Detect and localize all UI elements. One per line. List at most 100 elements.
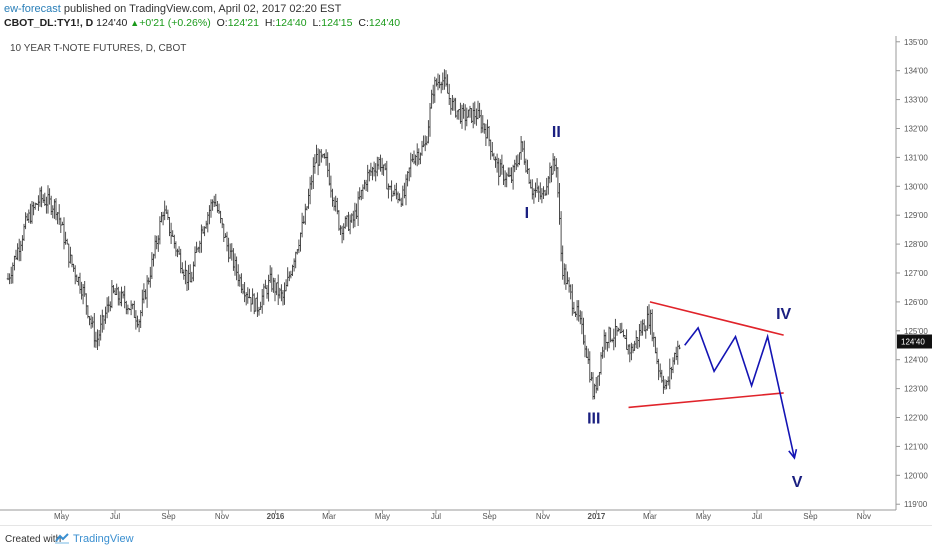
x-tick-label: May — [696, 512, 711, 521]
price-bar — [401, 185, 405, 206]
chart-title: 10 YEAR T-NOTE FUTURES, D, CBOT — [10, 43, 187, 54]
x-tick-label: May — [375, 512, 390, 521]
last-price-label: 124'40 — [901, 337, 925, 346]
price-bar — [254, 297, 258, 312]
price-bar — [169, 222, 173, 244]
price-bar — [152, 253, 155, 267]
price-bar — [29, 203, 32, 224]
price-bar — [415, 143, 419, 167]
price-bar — [631, 343, 635, 354]
price-bar — [49, 195, 53, 215]
price-bar — [283, 282, 286, 305]
price-bar — [363, 179, 366, 190]
triangle-lower-trendline[interactable] — [628, 392, 784, 409]
y-tick-label: 120'00 — [904, 471, 928, 480]
price-bar — [257, 306, 261, 316]
price-bar — [96, 329, 99, 350]
price-bar — [117, 286, 120, 306]
price-bar — [278, 287, 282, 299]
price-bar — [273, 278, 277, 302]
price-bar — [662, 375, 665, 394]
triangle-upper-trendline[interactable] — [649, 301, 784, 336]
price-bar — [668, 358, 672, 390]
price-bar — [435, 78, 438, 87]
price-bar — [224, 233, 227, 238]
price-bar — [380, 157, 384, 175]
footer: Created with TradingView — [0, 525, 932, 551]
price-bar — [259, 301, 262, 310]
price-bar — [571, 284, 574, 316]
price-bar — [332, 197, 336, 211]
tradingview-brand[interactable]: TradingView — [73, 533, 134, 545]
price-bar — [436, 73, 440, 91]
price-bar — [126, 304, 130, 315]
price-bar — [446, 74, 449, 94]
price-bar — [449, 97, 453, 115]
price-bar — [670, 366, 673, 380]
price-bar — [19, 240, 23, 262]
price-bar — [220, 218, 224, 229]
price-bar — [399, 197, 403, 207]
price-bar — [376, 156, 379, 177]
price-bar — [468, 105, 472, 118]
price-bar — [515, 155, 518, 170]
x-tick-label: Jul — [752, 512, 762, 521]
publish-info: ew-forecast published on TradingView.com… — [4, 3, 341, 15]
price-bar — [579, 310, 582, 325]
price-bar — [8, 273, 11, 285]
x-tick-label: Sep — [482, 512, 497, 521]
price-bar — [585, 345, 588, 358]
price-bar — [328, 162, 331, 186]
price-bar — [155, 235, 158, 250]
price-bar — [602, 329, 606, 358]
forecast-path[interactable] — [684, 326, 796, 459]
price-bar — [176, 248, 179, 258]
price-bar — [225, 231, 229, 252]
price-bar — [230, 243, 234, 261]
price-bar — [265, 285, 269, 299]
wave-label: III — [587, 410, 600, 427]
y-tick-label: 127'00 — [904, 269, 928, 278]
price-bar — [260, 289, 264, 314]
price-bar — [427, 120, 430, 144]
x-tick-label: Jul — [110, 512, 120, 521]
price-bar — [241, 284, 245, 295]
price-bar — [396, 191, 400, 204]
price-bar — [607, 326, 611, 349]
price-bar — [431, 84, 435, 104]
price-bar — [553, 156, 556, 172]
price-bar — [484, 123, 488, 146]
price-bar — [618, 323, 622, 334]
price-bar — [588, 351, 592, 383]
wave-label: I — [525, 205, 529, 222]
price-bar — [212, 195, 216, 207]
price-bar — [142, 283, 146, 304]
author-link[interactable]: ew-forecast — [4, 3, 61, 15]
price-bar — [654, 336, 657, 354]
price-bar — [535, 178, 539, 193]
price-bar — [204, 220, 208, 229]
price-bar — [308, 176, 312, 205]
price-bar — [559, 211, 563, 262]
price-bar — [24, 212, 27, 230]
price-bar — [65, 238, 69, 245]
wave-label: II — [552, 124, 561, 141]
price-bar — [674, 346, 678, 361]
price-bar — [149, 266, 152, 288]
price-bar — [153, 235, 157, 259]
price-bar — [240, 273, 243, 294]
price-bar — [173, 234, 176, 249]
price-bar — [551, 153, 555, 175]
price-bar — [537, 185, 540, 202]
price-bar — [455, 110, 459, 120]
price-bar — [542, 186, 545, 199]
price-bar — [137, 319, 141, 333]
price-bar — [219, 210, 222, 224]
price-bar — [379, 154, 382, 172]
price-bar — [527, 168, 531, 184]
price-bar — [407, 167, 411, 182]
price-bar — [439, 81, 443, 94]
price-bar — [454, 97, 457, 118]
price-bar — [43, 192, 47, 206]
